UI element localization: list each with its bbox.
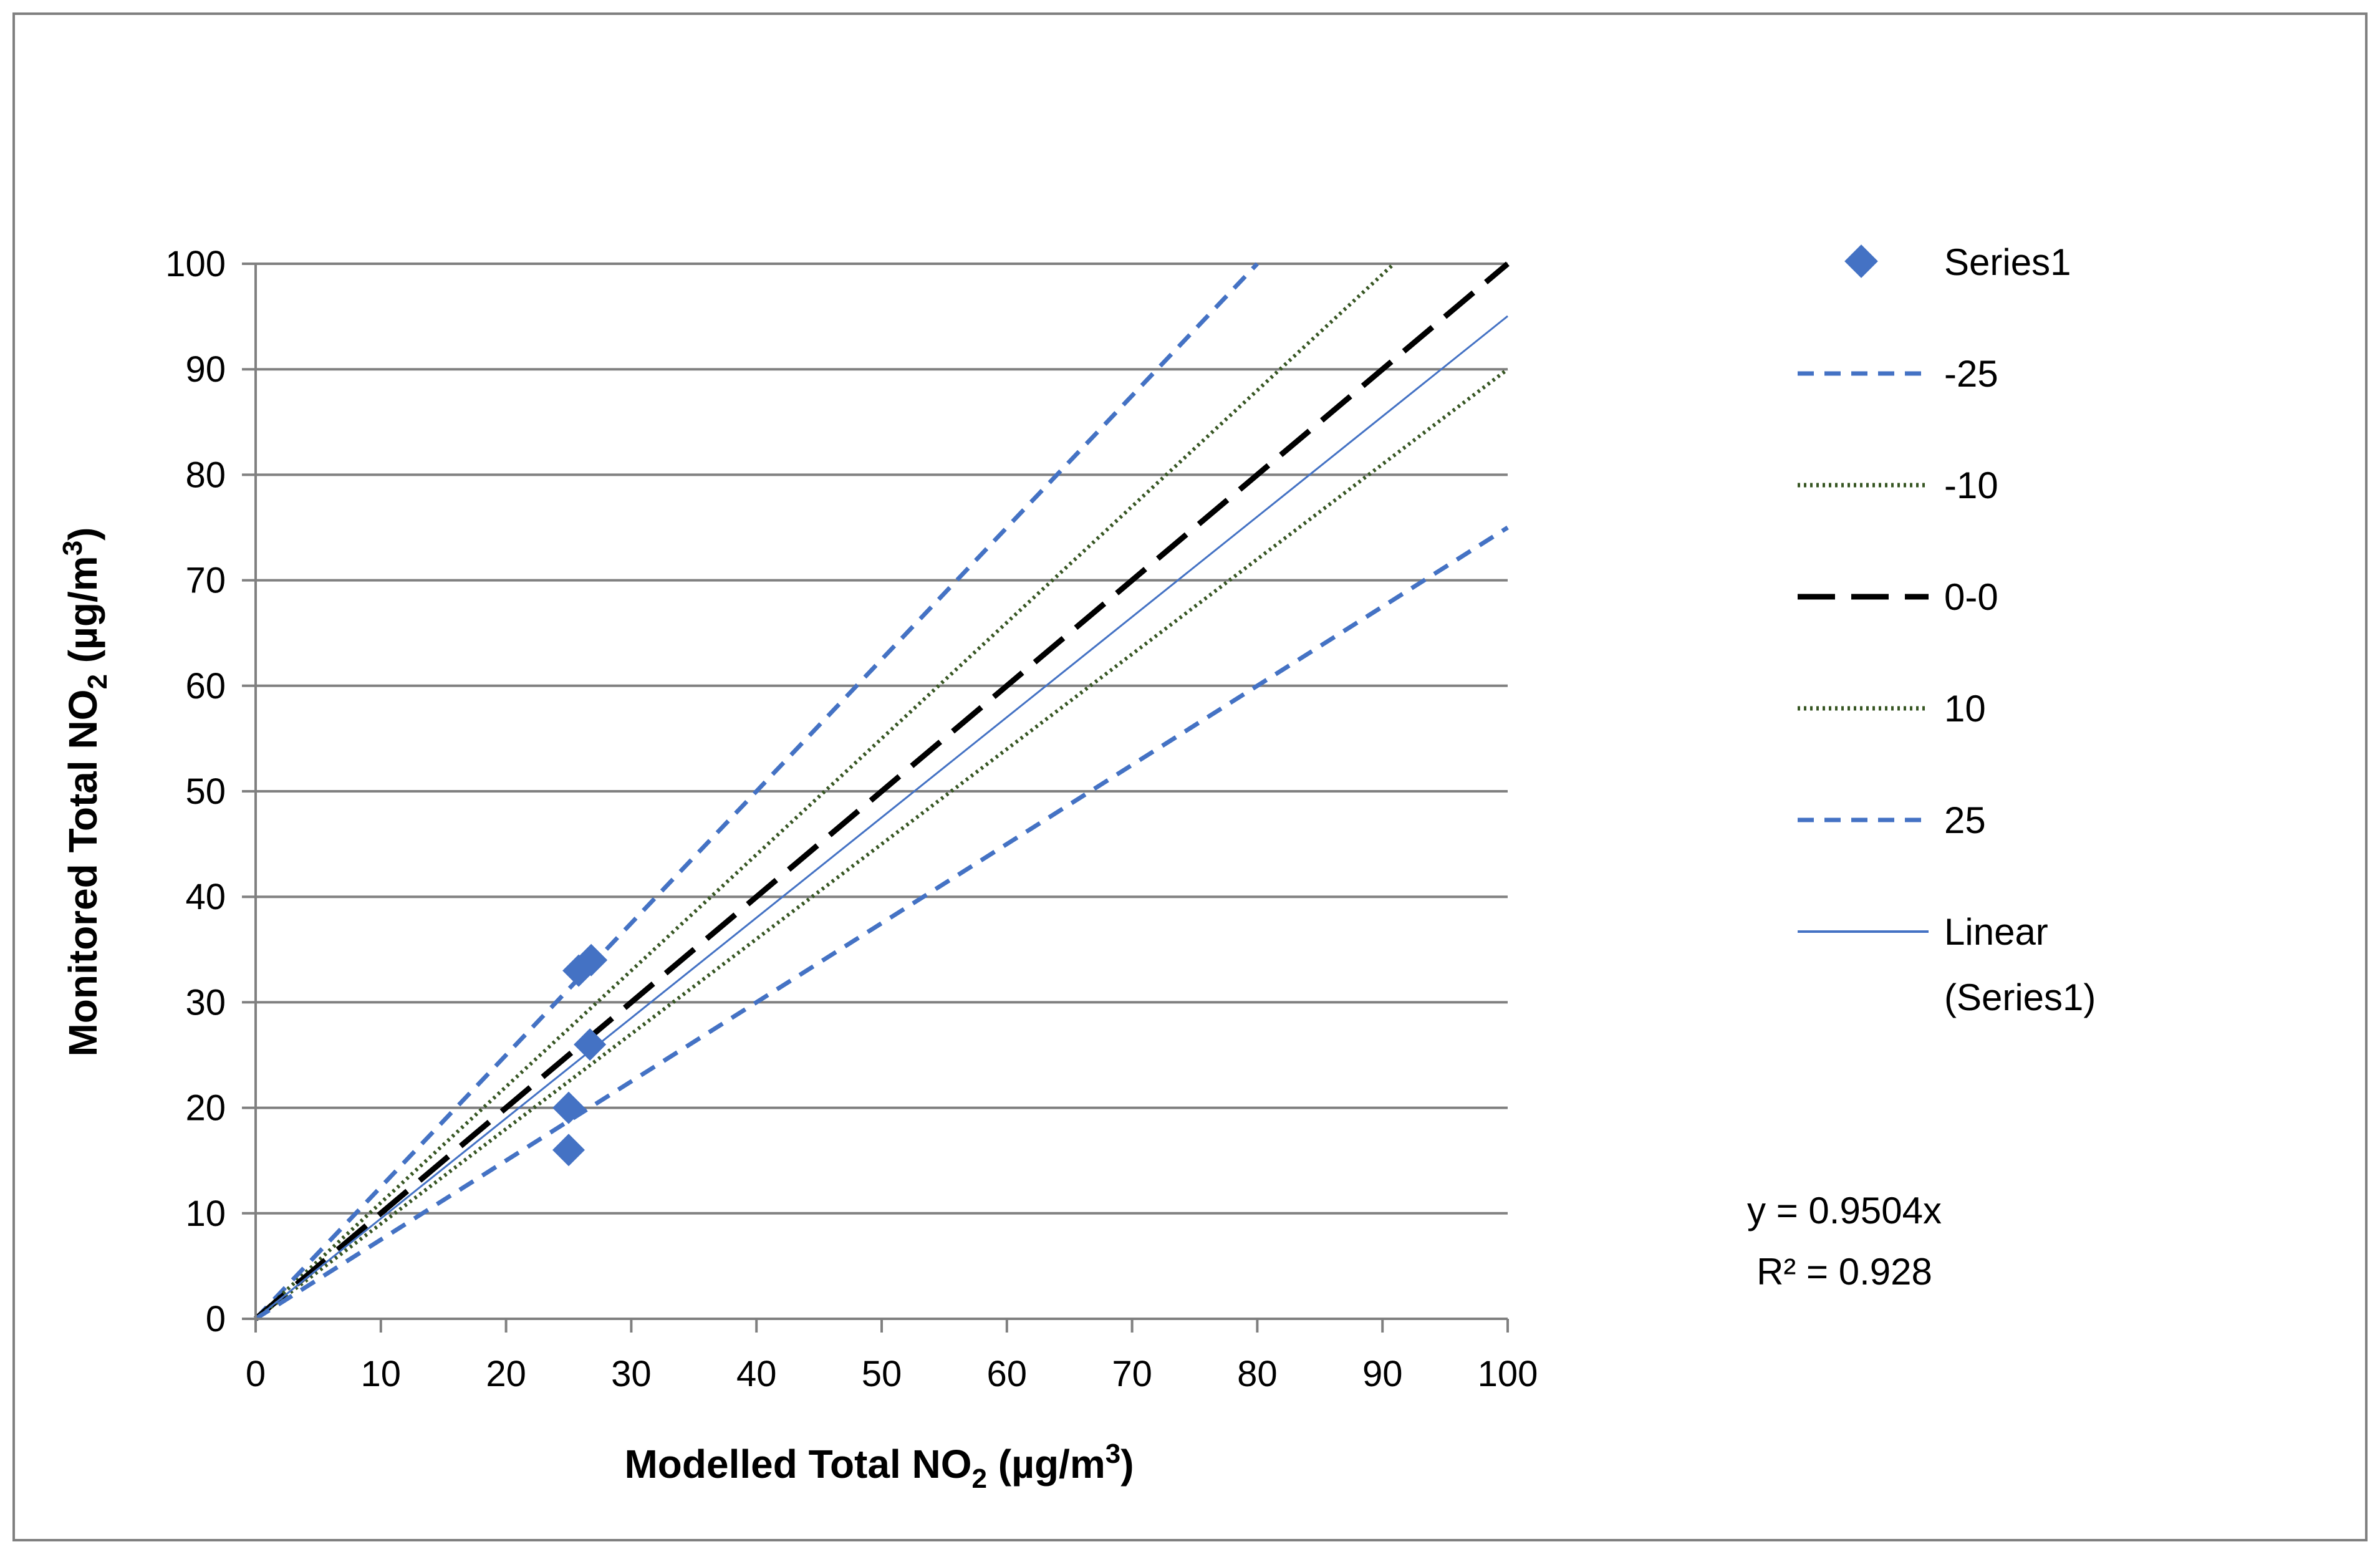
x-tick-labels: 0 10 20 30 40 50 60 70 80 90 100 xyxy=(246,1354,1538,1394)
grid-layer xyxy=(256,263,1508,1215)
data-point-1 xyxy=(552,1134,585,1167)
legend-label-minus10: -10 xyxy=(1944,465,1998,506)
y-tick-label-0: 0 xyxy=(206,1299,226,1339)
data-point-2 xyxy=(552,1091,585,1124)
trendline xyxy=(255,315,1508,1320)
axis-layer xyxy=(242,263,1509,1333)
y-tick-labels: 0 10 20 30 40 50 60 70 80 90 100 xyxy=(165,244,226,1339)
reference-lines-layer xyxy=(254,261,1510,1321)
y-tick-label-100: 100 xyxy=(165,244,226,284)
x-axis-title-main: Modelled Total NO xyxy=(624,1442,971,1487)
legend-label-linear-line1: Linear xyxy=(1944,911,2048,953)
y-axis-title-unit: (µg/m xyxy=(60,556,105,674)
points-layer xyxy=(552,943,608,1167)
y-tick-label-60: 60 xyxy=(185,666,226,706)
y-axis-title-main: Monitored Total NO xyxy=(60,690,105,1057)
legend-label-series1: Series1 xyxy=(1944,241,2071,283)
legend-item-plus10: 10 xyxy=(1798,688,1986,730)
trendline-equation: y = 0.9504x xyxy=(1747,1190,1942,1232)
x-tick-label-60: 60 xyxy=(987,1354,1028,1394)
reference-line-4 xyxy=(254,367,1509,1321)
legend-item-minus25: -25 xyxy=(1798,353,1998,395)
data-point-3 xyxy=(574,1028,607,1061)
y-tick-label-80: 80 xyxy=(185,455,226,495)
trendline-r-squared: R² = 0.928 xyxy=(1756,1251,1932,1293)
x-axis-title-close: ) xyxy=(1120,1442,1134,1487)
y-tick-label-10: 10 xyxy=(185,1193,226,1234)
x-tick-label-90: 90 xyxy=(1362,1354,1403,1394)
legend-item-minus10: -10 xyxy=(1798,465,1998,506)
legend-label-minus25: -25 xyxy=(1944,353,1998,395)
chart-border xyxy=(12,12,2368,1541)
x-axis-title-sub: 2 xyxy=(972,1463,987,1494)
reference-line-3 xyxy=(254,261,1510,1321)
x-tick-label-50: 50 xyxy=(862,1354,902,1394)
x-tick-label-20: 20 xyxy=(486,1354,526,1394)
y-axis-title-close: ) xyxy=(60,528,105,541)
legend-item-linear: Linear (Series1) xyxy=(1798,911,2096,1018)
y-axis-title-sub: 2 xyxy=(82,674,113,689)
y-axis-title: Monitored Total NO2 (µg/m3) xyxy=(57,528,113,1057)
x-tick-label-100: 100 xyxy=(1478,1354,1538,1394)
y-tick-label-90: 90 xyxy=(185,349,226,390)
x-tick-label-30: 30 xyxy=(611,1354,652,1394)
reference-line-1 xyxy=(254,262,1259,1321)
data-point-5 xyxy=(575,943,608,976)
x-tick-label-0: 0 xyxy=(246,1354,266,1394)
y-tick-label-40: 40 xyxy=(185,877,226,917)
x-tick-label-80: 80 xyxy=(1237,1354,1278,1394)
legend: Series1 -25 -10 0-0 10 25 Linear (Series… xyxy=(1798,241,2096,1018)
y-tick-label-20: 20 xyxy=(185,1088,226,1129)
y-tick-label-30: 30 xyxy=(185,982,226,1023)
x-axis-title-sup: 3 xyxy=(1106,1439,1120,1469)
legend-item-plus25: 25 xyxy=(1798,799,1986,841)
legend-label-plus25: 25 xyxy=(1944,799,1986,841)
x-tick-label-40: 40 xyxy=(736,1354,777,1394)
y-axis-title-sup: 3 xyxy=(57,541,88,556)
y-tick-label-50: 50 xyxy=(185,771,226,812)
legend-label-zero: 0-0 xyxy=(1944,576,1998,618)
x-tick-label-70: 70 xyxy=(1112,1354,1152,1394)
trendline-layer xyxy=(255,315,1508,1320)
legend-label-linear-line2: (Series1) xyxy=(1944,976,2096,1018)
reference-line-5 xyxy=(254,526,1509,1321)
x-tick-label-10: 10 xyxy=(361,1354,402,1394)
legend-item-zero: 0-0 xyxy=(1798,576,1998,618)
y-tick-label-70: 70 xyxy=(185,561,226,601)
x-axis-title: Modelled Total NO2 (µg/m3) xyxy=(624,1439,1134,1494)
legend-label-plus10: 10 xyxy=(1944,688,1986,730)
x-axis-title-unit: (µg/m xyxy=(987,1442,1106,1487)
